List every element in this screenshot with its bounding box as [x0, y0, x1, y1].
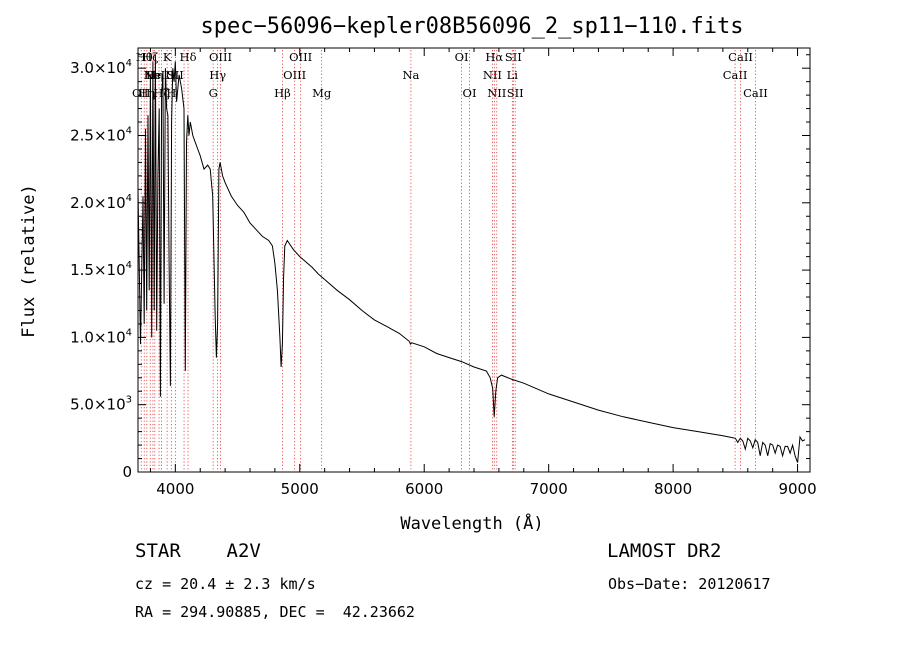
line-label: CaII: [723, 68, 748, 82]
line-label: Hβ: [274, 86, 291, 100]
line-label: Hγ: [209, 68, 226, 82]
line-label: OIII: [209, 50, 232, 64]
x-tick-label: 6000: [405, 480, 443, 498]
line-label: K: [163, 50, 172, 64]
x-tick-label: 9000: [778, 480, 816, 498]
x-tick-label: 7000: [530, 480, 568, 498]
y-tick-label: 3.0×104: [70, 58, 132, 77]
line-label: SII: [505, 50, 522, 64]
y-tick-label: 1.5×104: [70, 260, 132, 279]
y-tick-label: 0: [122, 463, 132, 481]
x-axis-ticks: 4000 5000 6000 7000 8000 9000: [149, 48, 817, 498]
y-tick-label: 1.0×104: [70, 327, 132, 346]
line-label: Hζ: [142, 50, 158, 64]
coordinates-label: RA = 294.90885, DEC = 42.23662: [135, 603, 415, 621]
x-tick-label: 4000: [156, 480, 194, 498]
line-label: SII: [507, 86, 524, 100]
line-label: OI: [463, 86, 477, 100]
spectral-line-markers: OIIHθHηHζHeHηNeIIIHζKHSIIHδGHγOIIIHβOIII…: [132, 50, 768, 472]
line-label: NII: [487, 86, 506, 100]
line-label: G: [209, 86, 218, 100]
line-label: CaII: [743, 86, 768, 100]
y-tick-label: 2.5×104: [70, 125, 132, 144]
x-tick-label: 5000: [281, 480, 319, 498]
spectrum-series-line: [137, 54, 806, 463]
survey-label: LAMOST DR2: [607, 540, 722, 562]
line-label: NeIII: [144, 68, 175, 82]
line-label: OI: [455, 50, 469, 64]
line-label: Na: [402, 68, 419, 82]
line-label: Hδ: [180, 50, 197, 64]
plot-frame: [137, 47, 811, 473]
line-label: Mg: [312, 86, 332, 100]
line-label: Li: [507, 68, 519, 82]
x-tick-label: 8000: [654, 480, 692, 498]
line-label: H: [166, 86, 176, 100]
obs-date-label: Obs−Date: 20120617: [608, 575, 771, 593]
spectrum-chart: spec−56096−kepler08B56096_2_sp11−110.fit…: [19, 14, 817, 534]
line-label: CaII: [728, 50, 753, 64]
y-tick-label: 2.0×104: [70, 193, 132, 212]
line-label: Hη: [138, 86, 155, 100]
y-tick-label: 5.0×103: [70, 395, 132, 414]
line-label: OIII: [289, 50, 312, 64]
star-type-label: STAR A2V: [135, 540, 261, 562]
line-label: Hα: [485, 50, 503, 64]
line-label: OII: [132, 86, 151, 100]
line-label: OIII: [283, 68, 306, 82]
x-axis-label: Wavelength (Å): [400, 512, 543, 534]
y-axis-ticks: 0 5.0×103 1.0×104 1.5×104 2.0×104 2.5×104 3.0×…: [70, 54, 810, 481]
line-label: Hθ: [136, 50, 153, 64]
chart-title: spec−56096−kepler08B56096_2_sp11−110.fit…: [200, 14, 743, 39]
y-axis-label: Flux (relative): [19, 184, 39, 338]
redshift-label: cz = 20.4 ± 2.3 km/s: [135, 575, 316, 593]
line-label: NII: [483, 68, 502, 82]
